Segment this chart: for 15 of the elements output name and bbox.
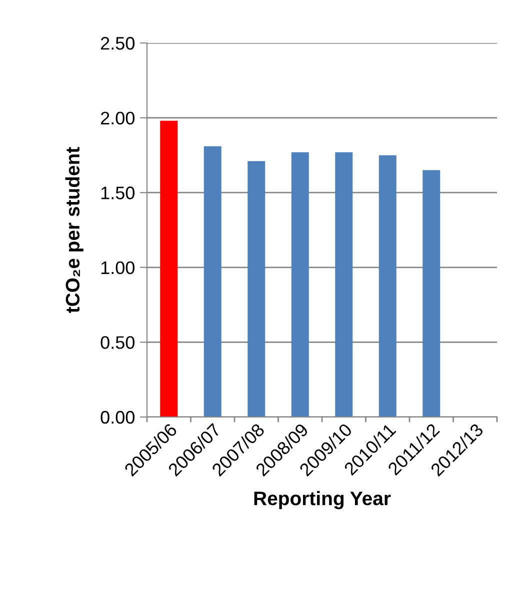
- bar: [378, 155, 396, 417]
- bar: [204, 146, 222, 417]
- bar: [335, 152, 353, 417]
- bar: [160, 120, 178, 417]
- y-tick-label: 0.50: [100, 336, 134, 349]
- y-axis-title: tCO₂e per student: [65, 147, 84, 313]
- y-tick-label: 0.00: [100, 410, 134, 424]
- bar: [422, 170, 440, 417]
- y-tick-label: 2.00: [100, 112, 134, 125]
- y-tick-label: 1.00: [101, 261, 134, 274]
- x-axis-title: Reporting Year: [254, 491, 391, 510]
- bar: [248, 161, 266, 417]
- y-tick-label: 1.50: [101, 186, 134, 200]
- y-tick-label: 2.50: [100, 36, 134, 50]
- bar: [291, 152, 309, 417]
